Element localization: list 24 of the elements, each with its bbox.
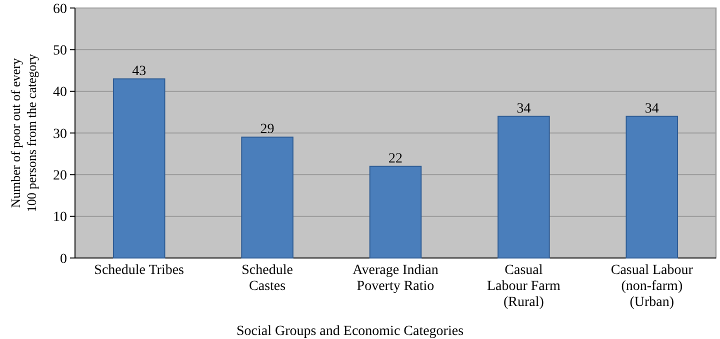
bar (369, 166, 422, 258)
y-tick-label: 60 (53, 2, 67, 17)
data-label: 43 (132, 64, 146, 79)
bar (112, 78, 166, 258)
bar (241, 136, 294, 258)
y-tick-label: 30 (53, 126, 67, 142)
bar (626, 116, 678, 258)
x-tick-label: Casual Labour Farm (Rural) (486, 263, 561, 310)
data-label: 29 (260, 122, 274, 138)
x-tick-label: Schedule Castes (242, 263, 293, 294)
x-tick-label: Average Indian Poverty Ratio (352, 263, 438, 294)
x-axis-title: Social Groups and Economic Categories (236, 324, 464, 339)
data-label: 34 (644, 101, 659, 116)
x-tick-label: Schedule Tribes (94, 263, 184, 278)
x-tick-label: Casual Labour (non-farm) (Urban) (610, 263, 694, 310)
y-axis-title: Number of poor out of every 100 persons from the category (8, 53, 39, 212)
data-label: 22 (388, 151, 402, 166)
y-tick-label: 10 (53, 210, 67, 226)
y-tick-label: 20 (53, 168, 67, 184)
bar (498, 116, 550, 258)
y-tick-label: 0 (60, 252, 67, 267)
y-tick-label: 50 (53, 44, 67, 59)
y-tick-label: 40 (53, 85, 67, 100)
data-label: 34 (516, 101, 531, 116)
